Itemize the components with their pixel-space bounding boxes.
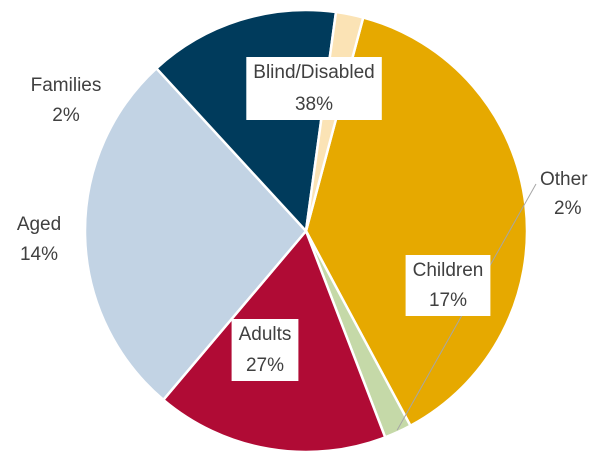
- percent-label-aged: 14%: [20, 244, 58, 265]
- category-label-other: Other: [540, 169, 588, 190]
- category-label-aged: Aged: [17, 214, 61, 235]
- pie-slice-adults: [83, 67, 308, 402]
- data-label-aged: Aged 14%: [17, 214, 61, 265]
- pie-labels: Blind/Disabled 38% Other 2% Children 17% Adult…: [17, 57, 588, 431]
- data-label-blind-disabled: Blind/Disabled 38%: [246, 57, 382, 120]
- percent-label-families: 2%: [52, 105, 80, 126]
- category-label-families: Families: [31, 75, 102, 96]
- label-box-children: [405, 255, 491, 316]
- category-label-blind-disabled: Blind/Disabled: [253, 62, 374, 83]
- data-label-other: Other 2%: [540, 169, 588, 219]
- data-label-children: Children 17%: [405, 255, 491, 316]
- percent-label-children: 17%: [429, 290, 467, 311]
- label-box-adults: [231, 319, 299, 381]
- percent-label-other: 2%: [554, 198, 582, 219]
- category-label-children: Children: [413, 260, 484, 281]
- category-label-adults: Adults: [239, 324, 292, 345]
- data-label-families: Families 2%: [31, 75, 102, 126]
- label-box-blind-disabled: [246, 57, 382, 120]
- percent-label-adults: 27%: [246, 355, 284, 376]
- data-label-adults: Adults 27%: [231, 319, 299, 381]
- percent-label-blind-disabled: 38%: [295, 94, 333, 115]
